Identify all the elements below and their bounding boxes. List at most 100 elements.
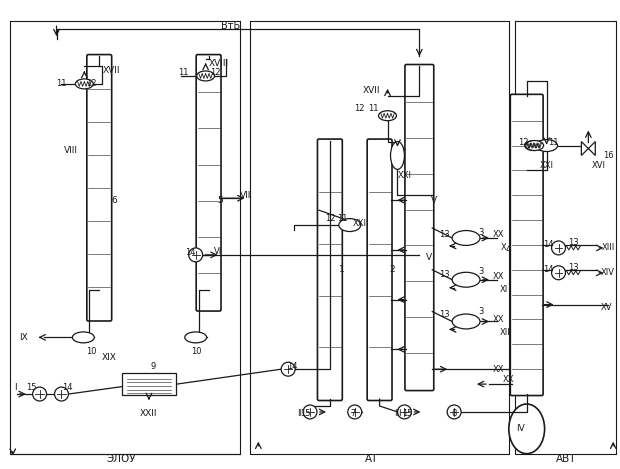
Circle shape [552, 266, 565, 280]
Text: XVIII: XVIII [208, 59, 229, 68]
Circle shape [397, 405, 412, 419]
Ellipse shape [526, 141, 544, 151]
Text: XVI: XVI [591, 161, 605, 170]
Text: 5: 5 [218, 196, 223, 204]
Text: VI: VI [215, 247, 223, 257]
Text: XVII: XVII [102, 67, 120, 76]
Ellipse shape [509, 404, 544, 454]
Text: 11: 11 [56, 79, 67, 88]
Text: 13: 13 [568, 263, 578, 272]
Text: XIX: XIX [102, 353, 117, 362]
Text: IV: IV [516, 424, 525, 433]
Text: XV: XV [601, 303, 612, 312]
Text: 11: 11 [548, 138, 559, 147]
Text: ЭЛОУ: ЭЛОУ [106, 454, 136, 464]
Text: I: I [14, 383, 17, 392]
Text: 12: 12 [518, 138, 529, 147]
Text: IX: IX [19, 333, 28, 342]
Text: V: V [426, 253, 432, 262]
Text: 16: 16 [603, 151, 614, 160]
Circle shape [348, 405, 361, 419]
Text: 13: 13 [439, 270, 450, 279]
Polygon shape [588, 142, 595, 155]
Text: V: V [431, 196, 437, 204]
Ellipse shape [525, 141, 542, 151]
FancyBboxPatch shape [317, 139, 342, 401]
Ellipse shape [339, 219, 361, 232]
Text: 10: 10 [192, 347, 202, 356]
Circle shape [303, 405, 317, 419]
Ellipse shape [452, 231, 480, 245]
Text: АТ: АТ [365, 454, 378, 464]
Bar [122, 373, 176, 395]
Text: 15: 15 [402, 409, 413, 418]
Text: XXI: XXI [397, 171, 412, 180]
Text: 10: 10 [86, 347, 97, 356]
Text: XX: XX [493, 365, 505, 374]
Text: XXI: XXI [539, 161, 554, 170]
FancyBboxPatch shape [510, 94, 543, 395]
Text: 8: 8 [451, 409, 457, 418]
Circle shape [281, 362, 295, 376]
Text: XI: XI [500, 285, 508, 294]
Text: АВТ: АВТ [556, 454, 577, 464]
Ellipse shape [391, 142, 404, 169]
FancyBboxPatch shape [87, 54, 112, 321]
Text: 11: 11 [337, 213, 348, 223]
Text: 14: 14 [287, 362, 298, 371]
Text: X: X [501, 243, 507, 252]
Text: 15: 15 [300, 409, 310, 418]
Text: 13: 13 [439, 230, 450, 240]
Text: III: III [394, 409, 401, 418]
Text: 12: 12 [325, 213, 335, 223]
Text: 9: 9 [150, 362, 156, 371]
Ellipse shape [379, 111, 396, 121]
Text: 14: 14 [543, 241, 554, 250]
Text: 14: 14 [543, 265, 554, 274]
Circle shape [55, 387, 68, 401]
Ellipse shape [185, 332, 206, 343]
Text: 4: 4 [506, 245, 511, 254]
Circle shape [447, 405, 461, 419]
Text: 15: 15 [27, 383, 37, 392]
Text: XX: XX [493, 272, 505, 281]
FancyBboxPatch shape [196, 54, 221, 311]
Ellipse shape [536, 140, 557, 151]
Polygon shape [582, 142, 588, 155]
Text: 14: 14 [185, 249, 196, 257]
Text: 3: 3 [478, 267, 484, 276]
Ellipse shape [197, 71, 215, 81]
Text: 3: 3 [478, 307, 484, 316]
Text: VIII: VIII [64, 146, 78, 155]
Circle shape [188, 248, 203, 262]
Text: XIV: XIV [601, 268, 615, 277]
Ellipse shape [452, 314, 480, 329]
Text: II: II [298, 409, 303, 418]
Text: XXII: XXII [140, 409, 157, 418]
FancyBboxPatch shape [405, 65, 434, 391]
Ellipse shape [452, 272, 480, 287]
FancyBboxPatch shape [367, 139, 392, 401]
Text: XX: XX [493, 230, 505, 240]
Text: 12: 12 [355, 104, 365, 113]
Circle shape [33, 387, 46, 401]
Text: 6: 6 [112, 196, 117, 204]
Text: XIII: XIII [601, 243, 615, 252]
Text: XXI: XXI [353, 219, 366, 227]
Text: 2: 2 [390, 265, 396, 274]
Text: 1: 1 [339, 265, 345, 274]
Text: 11: 11 [179, 68, 189, 77]
Text: 3: 3 [478, 227, 484, 236]
Text: XX: XX [493, 315, 505, 324]
Ellipse shape [76, 79, 93, 89]
Text: ВтБ: ВтБ [221, 21, 240, 31]
Text: 11: 11 [368, 104, 379, 113]
Ellipse shape [73, 332, 94, 343]
Text: VII: VII [240, 191, 251, 200]
Text: 14: 14 [62, 383, 73, 392]
Text: XII: XII [500, 328, 510, 337]
Text: XVII: XVII [363, 86, 381, 95]
Text: 7: 7 [350, 409, 355, 418]
Text: XX: XX [503, 375, 515, 384]
Text: 12: 12 [210, 68, 221, 77]
